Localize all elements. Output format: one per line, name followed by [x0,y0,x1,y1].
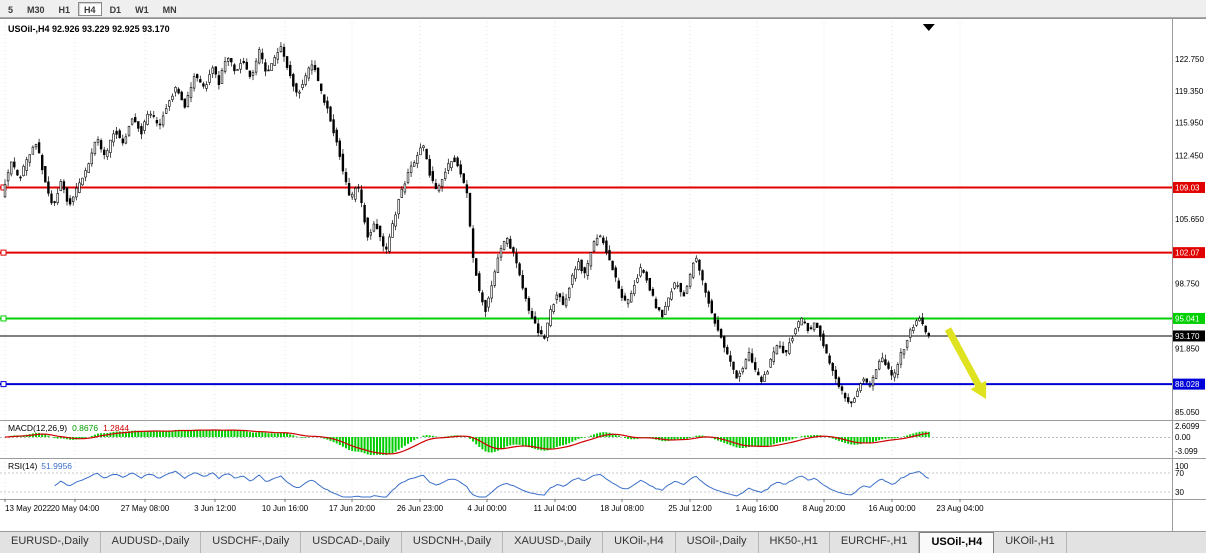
indicator-axis-label: 30 [1175,488,1184,497]
time-axis-label: 10 Jun 16:00 [262,504,309,513]
down-arrow-annotation[interactable] [944,327,987,399]
chart-canvas[interactable]: 122.750 119.350 115.950 112.450 105.650 98.75… [0,18,1206,531]
price-axis-label: 119.350 [1175,87,1204,96]
time-axis-label: 3 Jun 12:00 [194,504,236,513]
price-axis-label: 122.750 [1175,55,1204,64]
price-axis-label: 91.850 [1175,344,1200,353]
time-axis-label: 17 Jun 20:00 [329,504,376,513]
time-axis-label: 27 May 08:00 [121,504,170,513]
time-axis-label: 11 Jul 04:00 [534,504,578,513]
chart-tab[interactable]: XAUUSD-,Daily [503,532,604,553]
indicator-axis-label: -3.099 [1175,447,1198,456]
candlestick-series [3,42,931,408]
timeframe-button-H1[interactable]: H1 [58,4,71,15]
chart-background [0,18,1206,531]
price-badge-label: 102.07 [1175,249,1200,258]
timeframe-button-D1[interactable]: D1 [109,4,122,15]
price-badge [1173,330,1205,342]
chart-tab[interactable]: USDCHF-,Daily [201,532,302,553]
chart-tab[interactable]: HK50-,H1 [759,532,830,553]
price-badge-label: 109.03 [1175,183,1200,192]
line-handle[interactable] [0,315,7,322]
price-axis: 122.750 119.350 115.950 112.450 105.650 98.75… [1173,55,1205,497]
macd-pane [0,429,1172,455]
price-badge [1173,378,1205,390]
price-badge [1173,247,1205,259]
chart-tab[interactable]: EURCHF-,H1 [830,532,920,553]
tabbar-filler [1067,532,1206,553]
indicator-axis-label: 2.6099 [1175,422,1200,431]
price-badge [1173,181,1205,193]
time-axis: 13 May 2022 20 May 04:00 27 May 08:00 3 Jun… [4,499,984,513]
price-badge-label: 88.028 [1175,380,1200,389]
chart-title: USOil-,H4 92.926 93.229 92.925 93.170 [8,24,170,34]
macd-indicator-label: MACD(12,26,9) 0.8676 1.2844 [8,423,129,433]
price-axis-label: 98.750 [1175,280,1200,289]
price-axis-label: 85.050 [1175,408,1200,417]
grid-lines [4,18,961,499]
timeframe-button-W1[interactable]: W1 [135,4,149,15]
indicator-axis-label: 0.00 [1175,433,1191,442]
time-axis-label: 25 Jul 12:00 [668,504,712,513]
chart-tab[interactable]: USDCNH-,Daily [402,532,504,553]
timeframe-button-M30[interactable]: M30 [27,4,45,15]
rsi-line [54,470,930,498]
time-axis-label: 23 Aug 04:00 [936,504,984,513]
indicator-axis-label: 70 [1175,469,1184,478]
time-axis-label: 26 Jun 23:00 [397,504,444,513]
timeframe-toolbar: 5 M30 H1 H4 D1 W1 MN [0,0,1206,18]
chart-tabs: EURUSD-,Daily AUDUSD-,Daily USDCHF-,Daily U… [0,531,1206,553]
timeframe-button-5[interactable]: 5 [8,4,14,15]
line-handle[interactable] [0,249,7,256]
macd-signal-line [4,429,929,455]
chart-shift-marker[interactable] [922,24,935,31]
price-badge [1173,312,1205,324]
chart-tab[interactable]: UKOil-,H1 [994,532,1067,553]
chart-tab[interactable]: UKOil-,H4 [603,532,676,553]
time-axis-label: 8 Aug 20:00 [803,504,846,513]
timeframe-button-H4[interactable]: H4 [78,1,102,16]
timeframe-button-MN[interactable]: MN [162,4,177,15]
time-axis-label: 20 May 04:00 [51,504,100,513]
price-badge-label: 95.041 [1175,314,1200,323]
price-axis-label: 112.450 [1175,151,1204,160]
rsi-pane [0,470,1172,498]
price-axis-label: 115.950 [1175,119,1204,128]
time-axis-label: 4 Jul 00:00 [467,504,507,513]
price-badge-label: 93.170 [1175,332,1200,341]
chart-tab[interactable]: USOil-,Daily [676,532,759,553]
chart-tab[interactable]: AUDUSD-,Daily [101,532,202,553]
time-axis-label: 13 May 2022 [5,504,52,513]
chart-tab[interactable]: USOil-,H4 [919,532,995,553]
chart-tab[interactable]: EURUSD-,Daily [0,532,101,553]
price-axis-label: 105.650 [1175,215,1204,224]
indicator-axis-label: 100 [1175,462,1189,471]
time-axis-label: 18 Jul 08:00 [600,504,644,513]
time-axis-label: 16 Aug 00:00 [868,504,916,513]
line-handle[interactable] [0,381,7,388]
chart-tab[interactable]: USDCAD-,Daily [301,532,402,553]
rsi-indicator-label: RSI(14) 51.9956 [8,461,72,471]
time-axis-label: 1 Aug 16:00 [736,504,779,513]
